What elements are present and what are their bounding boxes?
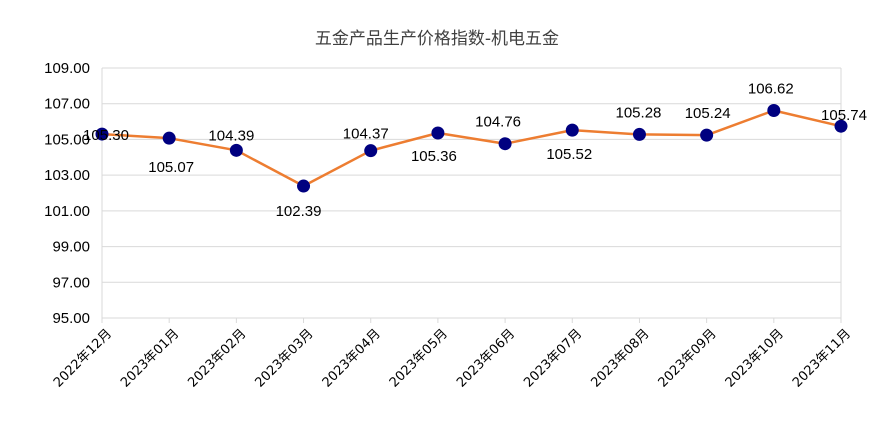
data-label: 106.62 (748, 81, 794, 98)
y-tick-label: 101.00 (44, 203, 90, 220)
x-tick-label: 2023年10月 (723, 326, 787, 390)
data-label: 102.39 (276, 203, 322, 220)
data-label: 105.30 (83, 127, 129, 144)
data-point (431, 126, 445, 140)
data-point (767, 104, 781, 117)
data-point (565, 123, 579, 137)
data-label: 105.74 (821, 107, 867, 124)
series-group (95, 104, 848, 193)
x-tick-label: 2023年11月 (790, 326, 854, 390)
x-tick-label: 2022年12月 (51, 326, 115, 390)
y-tick-label: 105.00 (44, 131, 90, 148)
data-label: 105.24 (685, 105, 731, 122)
y-tick-label: 97.00 (52, 274, 90, 291)
data-label: 104.76 (475, 114, 521, 131)
data-point (834, 119, 848, 133)
y-tick-label: 107.00 (44, 96, 90, 113)
x-tick-label: 2023年08月 (588, 326, 652, 390)
data-point (297, 179, 311, 193)
grid-lines (102, 67, 841, 319)
data-labels: 105.30 105.07 104.39 102.39 104.37 105.36 104.… (83, 81, 867, 221)
data-point (632, 127, 646, 141)
data-point (95, 127, 109, 141)
data-point (364, 144, 378, 158)
data-label: 105.07 (148, 159, 194, 176)
y-tick-label: 103.00 (44, 167, 90, 184)
data-point (229, 143, 243, 157)
data-point (162, 131, 176, 145)
y-axis-ticks: 95.00 97.00 99.00 101.00 103.00 105.00 107.00 1… (44, 60, 90, 327)
series-line (101, 109, 842, 188)
chart-title: 五金产品生产价格指数-机电五金 (314, 29, 560, 49)
x-tick-label: 2023年04月 (320, 326, 384, 390)
x-tick-label: 2023年07月 (521, 326, 585, 390)
x-tick-label: 2023年05月 (387, 326, 451, 390)
x-tick-label: 2023年02月 (185, 326, 249, 390)
data-label: 105.36 (411, 148, 457, 165)
data-label: 104.39 (208, 127, 254, 144)
x-tick-label: 2023年01月 (118, 326, 182, 390)
y-tick-label: 109.00 (44, 60, 90, 77)
data-point (700, 128, 714, 142)
axes (101, 68, 842, 318)
y-tick-label: 99.00 (52, 239, 90, 256)
x-tick-label: 2023年06月 (454, 326, 518, 390)
data-label: 105.28 (616, 104, 662, 121)
y-tick-label: 95.00 (52, 310, 90, 327)
x-tick-label: 2023年09月 (656, 326, 720, 390)
data-point (498, 137, 512, 151)
data-label: 105.52 (546, 146, 592, 163)
x-axis-ticks: 2022年12月 2023年01月 2023年02月 2023年03月 2023年04月… (51, 318, 854, 391)
x-tick-label: 2023年03月 (253, 326, 317, 390)
data-label: 104.37 (343, 126, 389, 143)
